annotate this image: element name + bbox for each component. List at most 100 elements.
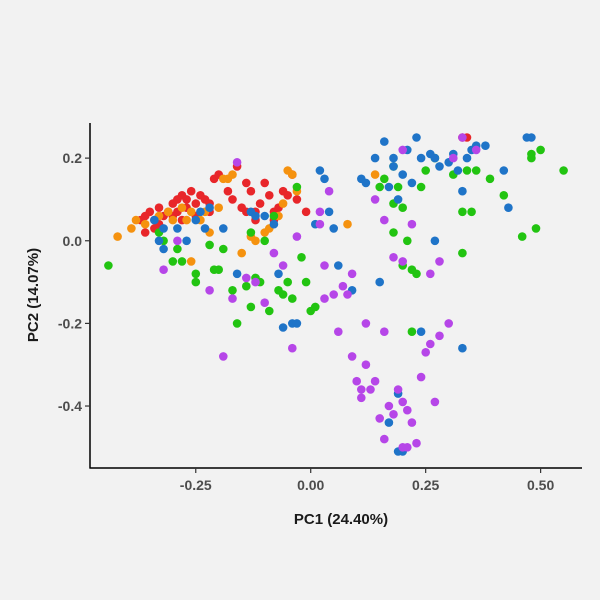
data-point	[228, 170, 237, 179]
data-point	[246, 228, 256, 237]
data-point	[352, 376, 362, 386]
data-point	[416, 182, 426, 192]
data-point	[499, 166, 509, 175]
data-point	[403, 236, 412, 246]
data-point	[315, 166, 325, 175]
data-point	[173, 244, 182, 254]
data-point	[426, 269, 435, 279]
data-point	[205, 240, 214, 250]
y-tick-label: -0.2	[58, 315, 82, 331]
data-point	[347, 269, 357, 279]
data-point	[292, 195, 302, 204]
data-point	[485, 174, 495, 184]
data-point	[205, 203, 214, 212]
data-point	[407, 265, 417, 275]
data-point	[320, 261, 329, 270]
data-point	[140, 228, 150, 237]
x-tick-label: 0.00	[297, 477, 324, 493]
data-point	[462, 153, 472, 163]
data-point	[370, 153, 380, 163]
data-point	[159, 224, 168, 233]
data-point	[269, 248, 279, 258]
data-point	[375, 414, 385, 423]
data-point	[444, 319, 454, 328]
data-point	[380, 215, 389, 225]
data-point	[430, 236, 440, 246]
data-point	[357, 385, 366, 394]
data-point	[389, 162, 398, 171]
data-point	[426, 339, 435, 349]
data-point	[407, 219, 417, 229]
data-point	[531, 224, 541, 233]
data-point	[292, 319, 302, 328]
data-point	[246, 186, 256, 196]
data-point	[205, 286, 214, 295]
x-tick-label: 0.25	[412, 477, 439, 493]
data-point	[421, 348, 431, 357]
data-point	[347, 352, 357, 361]
data-point	[269, 211, 279, 221]
data-point	[324, 207, 334, 217]
data-point	[265, 191, 274, 200]
data-point	[430, 153, 440, 163]
axes-layer	[89, 123, 582, 469]
data-point	[177, 203, 187, 212]
data-point	[186, 257, 196, 266]
data-point	[173, 224, 182, 233]
data-point	[517, 232, 527, 241]
x-axis-title: PC1 (24.40%)	[294, 511, 388, 528]
data-point	[191, 215, 201, 225]
data-point	[278, 261, 288, 270]
data-point	[237, 248, 246, 258]
data-point	[214, 203, 223, 212]
data-point	[343, 219, 352, 229]
data-point	[471, 145, 481, 155]
data-point	[462, 166, 472, 175]
data-point	[251, 277, 260, 287]
data-point	[242, 273, 251, 283]
y-tick-label: -0.4	[58, 398, 82, 414]
data-point	[412, 133, 421, 142]
y-tick-label: 0.0	[63, 233, 83, 249]
data-point	[366, 385, 375, 394]
data-point	[403, 443, 412, 452]
data-point	[242, 281, 251, 291]
data-point	[361, 360, 371, 370]
data-point	[228, 294, 237, 303]
y-tick-label: 0.2	[63, 150, 83, 166]
data-point	[278, 290, 288, 299]
data-point	[288, 294, 297, 303]
data-point	[154, 203, 164, 212]
data-point	[449, 153, 458, 163]
data-point	[320, 174, 329, 184]
data-point	[435, 162, 444, 171]
data-point	[223, 186, 233, 196]
data-point	[191, 277, 201, 287]
data-point	[361, 178, 371, 188]
data-point	[173, 236, 182, 246]
data-point	[228, 195, 237, 204]
data-point	[168, 257, 178, 266]
data-point	[140, 219, 150, 229]
data-point	[527, 153, 536, 163]
data-point	[283, 191, 293, 200]
data-point	[453, 166, 463, 175]
data-point	[393, 385, 403, 394]
data-point	[527, 133, 536, 142]
data-point	[163, 207, 173, 217]
data-point	[219, 224, 228, 233]
data-point	[389, 228, 398, 237]
data-point	[430, 397, 440, 407]
data-point	[536, 145, 545, 155]
data-point	[384, 418, 394, 427]
data-point	[191, 199, 201, 208]
data-point	[370, 195, 380, 204]
data-point	[113, 232, 122, 241]
data-point	[274, 269, 283, 279]
data-point	[435, 331, 444, 341]
data-point	[301, 207, 311, 217]
data-point	[292, 232, 302, 241]
x-tick-label: 0.50	[527, 477, 554, 493]
data-point	[260, 211, 270, 221]
data-point	[283, 277, 293, 287]
